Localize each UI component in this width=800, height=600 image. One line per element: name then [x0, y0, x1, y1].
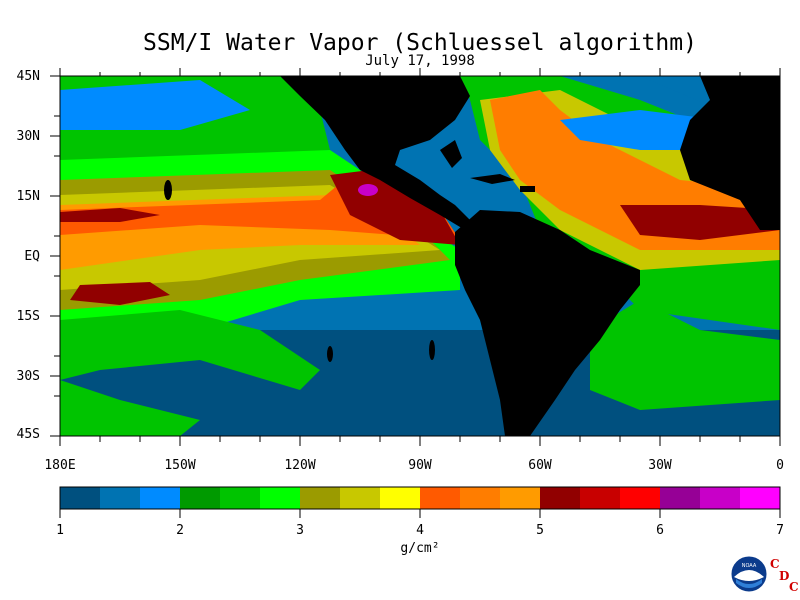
africa-land	[680, 76, 780, 230]
colorbar-swatch	[700, 487, 741, 509]
colorbar-swatch	[740, 487, 781, 509]
lat-label-45n: 45N	[16, 69, 40, 84]
hawaii-land	[164, 180, 172, 200]
colorbar-tick-5: 5	[536, 523, 544, 538]
colorbar-swatch	[100, 487, 141, 509]
colorbar-swatch	[140, 487, 181, 509]
lat-label-eq: EQ	[24, 249, 40, 264]
map-area	[59, 75, 781, 437]
lat-label-30s: 30S	[16, 369, 40, 384]
south-pacific-maxima	[70, 282, 170, 305]
noaa-logo-icon: NOAA	[730, 555, 768, 593]
colorbar-tick-6: 6	[656, 523, 664, 538]
logo-agency-text: NOAA	[742, 563, 757, 569]
cdc-letter-c2: C	[789, 580, 799, 594]
atlantic-itcz-maxima	[620, 205, 780, 240]
cdc-letter-c1: C	[770, 557, 780, 571]
colorbar-swatch	[180, 487, 221, 509]
colorbar-swatch	[660, 487, 701, 509]
colorbar-swatch	[500, 487, 541, 509]
spcz-green	[60, 310, 320, 390]
south-atlantic-green	[590, 300, 780, 410]
lon-label-0: 0	[776, 458, 784, 473]
map-title: SSM/I Water Vapor (Schluessel algorithm)	[143, 30, 697, 56]
south-america-land	[455, 210, 640, 436]
colorbar-tick-3: 3	[296, 523, 304, 538]
colorbar	[59, 486, 781, 510]
colorbar-tick-4: 4	[416, 523, 424, 538]
colorbar-swatch	[580, 487, 621, 509]
lon-label-90w: 90W	[408, 458, 432, 473]
island-land	[327, 346, 333, 362]
iberia-land	[740, 78, 780, 100]
north-pacific-blue	[60, 80, 250, 130]
colorbar-swatch	[460, 487, 501, 509]
west-pacific-maxima	[60, 208, 160, 222]
colorbar-frame	[59, 486, 781, 510]
lon-label-120w: 120W	[284, 458, 316, 473]
cdc-letter-d: D	[779, 569, 790, 583]
colorbar-swatch	[620, 487, 661, 509]
lat-label-45s: 45S	[16, 427, 40, 442]
map-date: July 17, 1998	[365, 53, 475, 69]
peak-spot	[358, 184, 378, 196]
island-land	[429, 340, 435, 360]
southwest-green	[60, 380, 200, 436]
colorbar-swatch	[420, 487, 461, 509]
hispaniola-land	[520, 186, 535, 192]
lon-label-180e: 180E	[44, 458, 76, 473]
colorbar-swatch	[60, 487, 101, 509]
colorbar-tick-1: 1	[56, 523, 64, 538]
florida-land	[440, 140, 462, 168]
colorbar-swatch	[300, 487, 341, 509]
lat-label-30n: 30N	[16, 129, 40, 144]
colorbar-tick-7: 7	[776, 523, 784, 538]
colorbar-swatch	[220, 487, 261, 509]
colorbar-swatch	[540, 487, 581, 509]
lon-label-150w: 150W	[164, 458, 196, 473]
lat-label-15s: 15S	[16, 309, 40, 324]
north-america-land	[280, 76, 470, 230]
colorbar-units: g/cm²	[400, 541, 440, 556]
lat-label-15n: 15N	[16, 189, 40, 204]
colorbar-swatch	[340, 487, 381, 509]
lon-label-30w: 30W	[648, 458, 672, 473]
colorbar-swatch	[260, 487, 301, 509]
cuba-land	[470, 174, 515, 184]
axis-ticks	[50, 68, 781, 518]
colorbar-swatch	[380, 487, 421, 509]
colorbar-tick-2: 2	[176, 523, 184, 538]
lon-label-60w: 60W	[528, 458, 552, 473]
